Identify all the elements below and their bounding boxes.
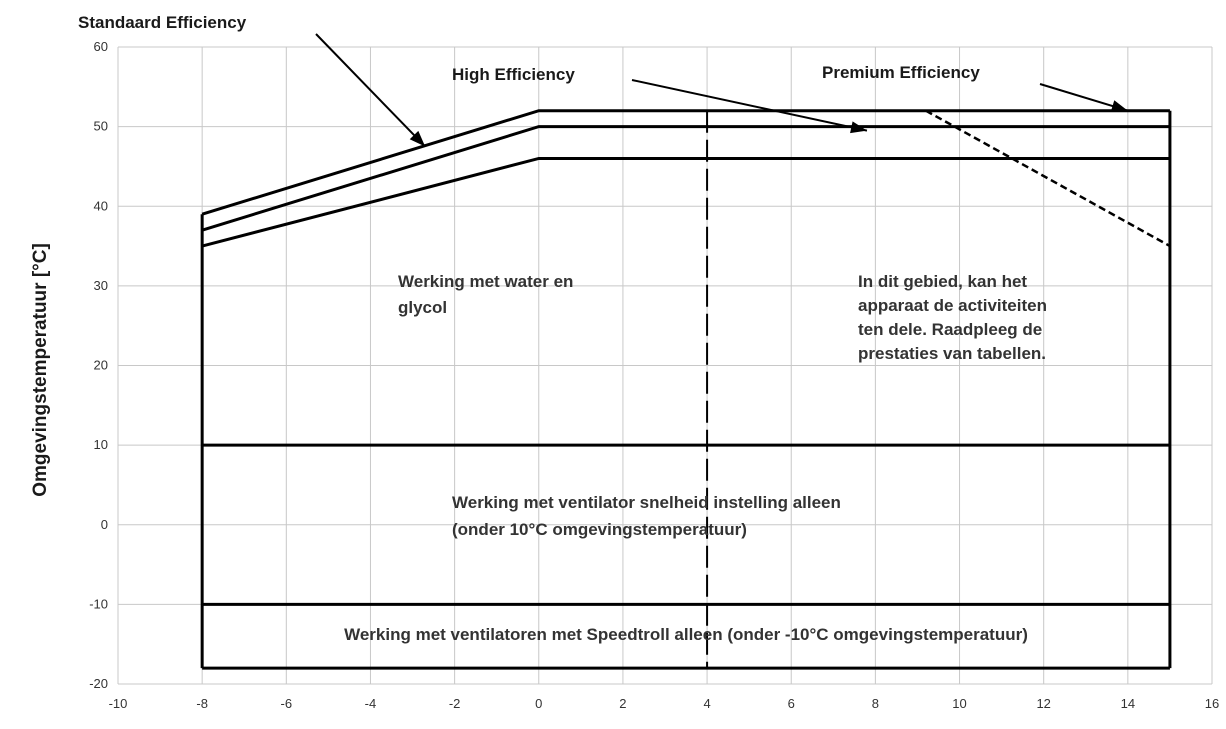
arrow-head: [1110, 100, 1128, 112]
tick-labels: -10 -8 -6 -4 -2 0 2 4 6 8 10 12 14 16-20-100102030405…: [89, 39, 1219, 711]
region-label: prestaties van tabellen.: [858, 344, 1046, 363]
efficiency-series: [201, 109, 1170, 248]
arrow-head: [850, 121, 867, 134]
x-tick-label: 0: [535, 696, 542, 711]
region-label: ten dele. Raadpleeg de: [858, 320, 1042, 339]
region-label: (onder 10°C omgevingstemperatuur): [452, 520, 747, 539]
x-tick-label: 12: [1036, 696, 1050, 711]
arrow-line: [315, 33, 426, 148]
y-tick-label: 10: [94, 437, 108, 452]
y-tick-label: 60: [94, 39, 108, 54]
x-tick-label: -8: [196, 696, 208, 711]
x-tick-label: 2: [619, 696, 626, 711]
series-label: Premium Efficiency: [822, 63, 980, 82]
operating-envelope: [200, 109, 1172, 670]
x-tick-label: 10: [952, 696, 966, 711]
series-line: [201, 156, 1170, 248]
region-label: apparaat de activiteiten: [858, 296, 1047, 315]
x-tick-label: 6: [788, 696, 795, 711]
region-label: glycol: [398, 298, 447, 317]
region-label: Werking met ventilatoren met Speedtroll …: [344, 625, 1028, 644]
y-axis-title: Omgevingstemperatuur [°C]: [30, 243, 51, 497]
y-tick-label: -20: [89, 676, 108, 691]
x-tick-label: -10: [109, 696, 128, 711]
region-label: In dit gebied, kan het: [858, 272, 1027, 291]
region-label: Werking met ventilator snelheid instelli…: [452, 493, 841, 512]
x-tick-label: 4: [703, 696, 710, 711]
region-label: Werking met water en: [398, 272, 573, 291]
series-line: [201, 125, 1170, 232]
dashed-limit-line: [925, 109, 1171, 248]
y-tick-label: -10: [89, 596, 108, 611]
x-tick-label: 16: [1205, 696, 1219, 711]
y-tick-label: 30: [94, 278, 108, 293]
y-tick-label: 40: [94, 198, 108, 213]
x-tick-label: -2: [449, 696, 461, 711]
arrow-head: [409, 130, 426, 147]
arrow-line: [631, 79, 868, 132]
annotations: Standaard Efficiency High Efficiency Premi…: [78, 13, 1129, 644]
y-tick-label: 50: [94, 119, 108, 134]
series-label: High Efficiency: [452, 65, 575, 84]
y-tick-label: 20: [94, 358, 108, 373]
y-tick-label: 0: [101, 517, 108, 532]
grid: [117, 46, 1213, 685]
x-tick-label: 14: [1121, 696, 1135, 711]
series-line: [201, 109, 1170, 216]
series-label: Standaard Efficiency: [78, 13, 247, 32]
x-tick-label: 8: [872, 696, 879, 711]
x-tick-label: -6: [281, 696, 293, 711]
x-tick-label: -4: [365, 696, 377, 711]
